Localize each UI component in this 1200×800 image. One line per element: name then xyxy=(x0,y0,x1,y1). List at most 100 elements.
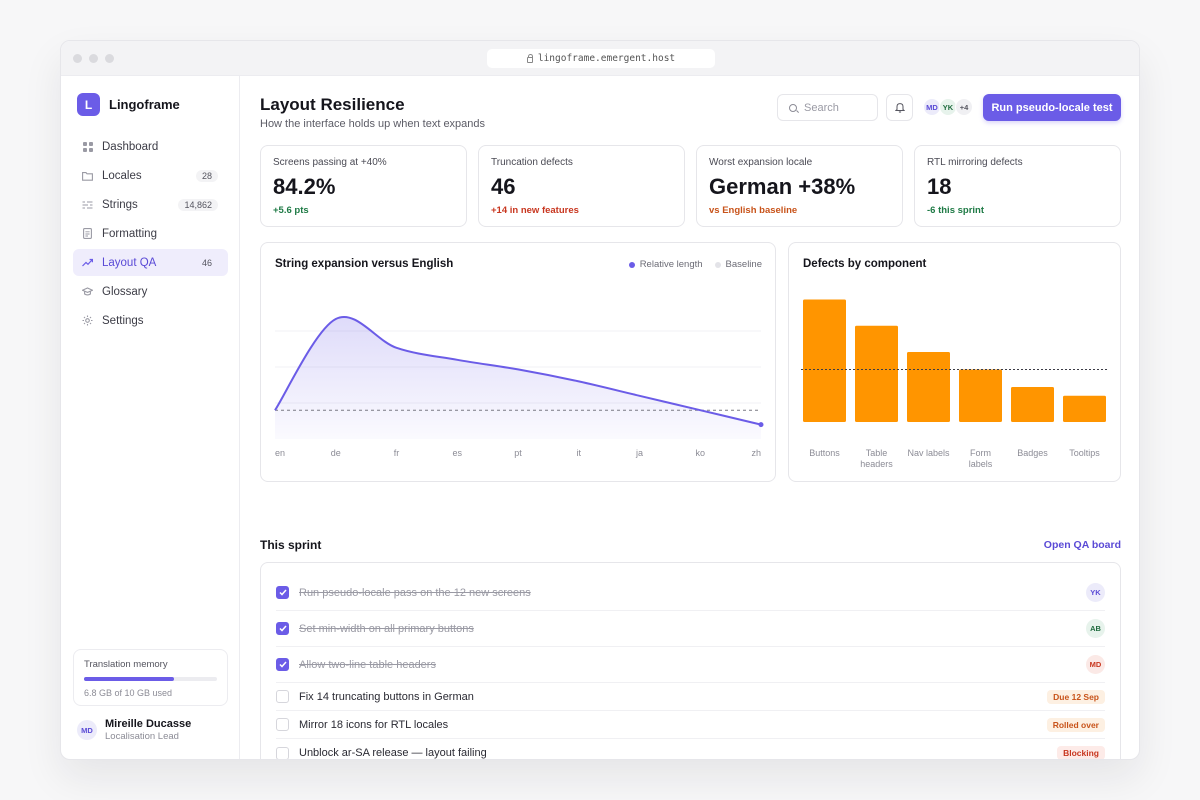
collaborator-avatars[interactable]: MD YK +4 xyxy=(923,98,973,116)
main-content: Layout Resilience How the interface hold… xyxy=(241,76,1139,759)
address-bar[interactable]: lingoframe.emergent.host xyxy=(487,49,715,68)
x-tick-label: Tooltips xyxy=(1069,448,1100,458)
area-chart: en de fr es pt it ja ko zh xyxy=(274,316,764,458)
translation-memory-card: Translation memory 6.8 GB of 10 GB used xyxy=(73,649,228,706)
user-profile[interactable]: MD Mireille Ducasse Localisation Lead xyxy=(77,718,191,742)
chart-legend: Relative length Baseline xyxy=(628,259,762,270)
sidebar-item-strings[interactable]: Strings 14,862 xyxy=(73,191,228,218)
sidebar-item-glossary[interactable]: Glossary xyxy=(73,278,228,305)
x-tick-label: it xyxy=(577,448,582,458)
maximize-dot[interactable] xyxy=(105,54,114,63)
check-icon xyxy=(278,625,287,632)
storage-progress-fill xyxy=(84,677,175,681)
legend-label: Baseline xyxy=(725,259,762,270)
minimize-dot[interactable] xyxy=(89,54,98,63)
chart-title: Defects by component xyxy=(803,258,927,270)
x-tick-label: ko xyxy=(695,448,705,458)
status-badge: Blocking xyxy=(1057,746,1105,759)
legend-item-relative: Relative length xyxy=(628,259,703,270)
notifications-button[interactable] xyxy=(886,94,913,121)
close-dot[interactable] xyxy=(73,54,82,63)
task-checkbox[interactable] xyxy=(276,690,289,703)
task-list: Run pseudo-locale pass on the 12 new scr… xyxy=(260,562,1121,759)
stat-delta: vs English baseline xyxy=(709,205,798,216)
brand-name: Lingoframe xyxy=(109,97,180,112)
task-checkbox[interactable] xyxy=(276,658,289,671)
sidebar-item-label: Locales xyxy=(102,169,142,182)
sidebar-nav: Dashboard Locales 28 Strings 14,862 xyxy=(73,133,228,336)
storage-progress-bar xyxy=(84,677,217,681)
avatar: MD xyxy=(1086,655,1105,674)
x-tick-label: fr xyxy=(394,448,400,458)
task-item[interactable]: Mirror 18 icons for RTL locales Rolled o… xyxy=(276,711,1105,739)
task-checkbox[interactable] xyxy=(276,586,289,599)
url-text: lingoframe.emergent.host xyxy=(537,53,676,64)
strings-icon xyxy=(82,199,93,210)
task-item[interactable]: Run pseudo-locale pass on the 12 new scr… xyxy=(276,575,1105,611)
task-checkbox[interactable] xyxy=(276,746,289,759)
task-text: Run pseudo-locale pass on the 12 new scr… xyxy=(299,586,531,599)
task-text: Allow two-line table headers xyxy=(299,658,436,671)
browser-window: lingoframe.emergent.host L Lingoframe Da… xyxy=(60,40,1140,760)
task-checkbox[interactable] xyxy=(276,622,289,635)
section-title: This sprint xyxy=(260,538,322,552)
open-qa-board-link[interactable]: Open QA board xyxy=(1043,539,1121,551)
chart-title: String expansion versus English xyxy=(275,258,454,270)
x-tick-label: en xyxy=(275,448,285,458)
stat-card-worst-locale: Worst expansion locale German +38% vs En… xyxy=(696,145,903,227)
task-item[interactable]: Fix 14 truncating buttons in German Due … xyxy=(276,683,1105,711)
document-icon xyxy=(82,228,93,239)
task-text: Set min-width on all primary buttons xyxy=(299,622,474,635)
x-tick-label: Badges xyxy=(1017,448,1048,458)
search-placeholder: Search xyxy=(804,101,839,114)
stat-card-truncation: Truncation defects 46 +14 in new feature… xyxy=(478,145,685,227)
bar-nav-labels xyxy=(907,352,950,422)
stat-card-rtl: RTL mirroring defects 18 -6 this sprint xyxy=(914,145,1121,227)
sidebar-item-layout-qa[interactable]: Layout QA 46 xyxy=(73,249,228,276)
task-item[interactable]: Allow two-line table headers MD xyxy=(276,647,1105,683)
area-fill xyxy=(275,316,761,439)
stat-label: Screens passing at +40% xyxy=(273,157,387,168)
sidebar-item-dashboard[interactable]: Dashboard xyxy=(73,133,228,160)
grid-icon xyxy=(82,141,93,152)
stat-value: 18 xyxy=(927,174,952,199)
sidebar-item-formatting[interactable]: Formatting xyxy=(73,220,228,247)
brand[interactable]: L Lingoframe xyxy=(77,93,180,116)
x-tick-label: labels xyxy=(969,459,993,469)
x-tick-label: headers xyxy=(860,459,893,469)
window-controls xyxy=(73,54,114,63)
task-text: Mirror 18 icons for RTL locales xyxy=(299,718,449,731)
task-item[interactable]: Unblock ar-SA release — layout failing B… xyxy=(276,739,1105,759)
bell-icon xyxy=(894,103,905,113)
x-tick-label: Buttons xyxy=(809,448,840,458)
avatar: MD xyxy=(77,720,97,740)
expansion-chart-panel: String expansion versus English Relative… xyxy=(260,242,776,482)
storage-caption: 6.8 GB of 10 GB used xyxy=(84,688,173,698)
x-tick-label: Table xyxy=(866,448,888,458)
search-input[interactable]: Search xyxy=(777,94,878,121)
task-checkbox[interactable] xyxy=(276,718,289,731)
sidebar-item-label: Glossary xyxy=(102,285,148,298)
sidebar-item-label: Strings xyxy=(102,198,138,211)
bar-buttons xyxy=(803,299,846,422)
graduation-icon xyxy=(82,286,93,297)
stat-label: Worst expansion locale xyxy=(709,157,813,168)
lock-icon xyxy=(526,53,533,63)
stat-card-screens-passing: Screens passing at +40% 84.2% +5.6 pts xyxy=(260,145,467,227)
gear-icon xyxy=(82,315,93,326)
legend-swatch xyxy=(628,261,635,268)
user-name: Mireille Ducasse xyxy=(105,718,192,730)
sidebar-item-settings[interactable]: Settings xyxy=(73,307,228,334)
sidebar-item-label: Dashboard xyxy=(102,140,159,153)
avatar: YK xyxy=(1086,583,1105,602)
avatar: AB xyxy=(1086,619,1105,638)
x-tick-label: es xyxy=(452,448,462,458)
browser-titlebar: lingoframe.emergent.host xyxy=(61,41,1139,76)
sidebar-item-label: Formatting xyxy=(102,227,157,240)
page-title: Layout Resilience xyxy=(260,95,405,114)
task-item[interactable]: Set min-width on all primary buttons AB xyxy=(276,611,1105,647)
sidebar-item-locales[interactable]: Locales 28 xyxy=(73,162,228,189)
run-pseudo-locale-button[interactable]: Run pseudo-locale test xyxy=(983,94,1121,121)
status-badge: Due 12 Sep xyxy=(1047,689,1105,704)
